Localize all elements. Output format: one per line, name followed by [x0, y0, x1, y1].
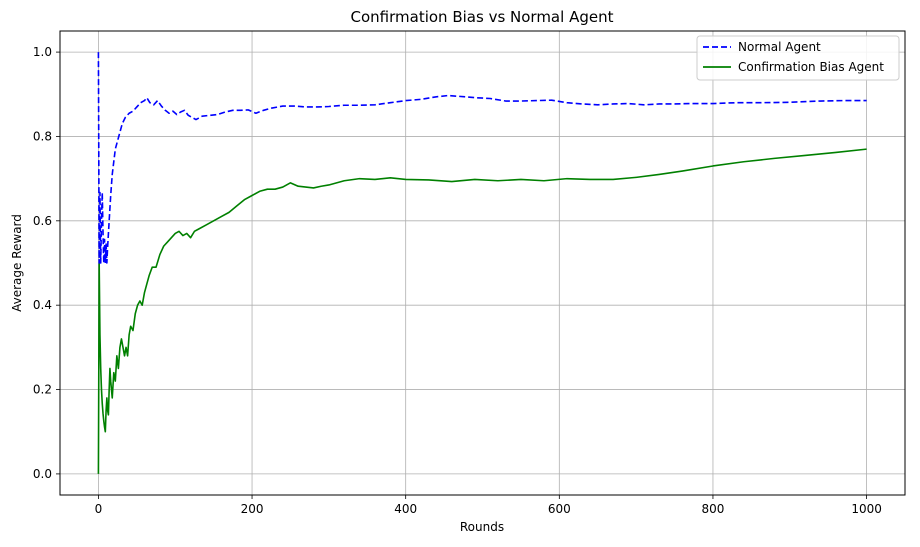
y-tick-label: 0.8: [33, 129, 52, 143]
legend: Normal Agent Confirmation Bias Agent: [696, 35, 900, 81]
chart-title: Confirmation Bias vs Normal Agent: [351, 8, 614, 26]
x-axis-ticks: 0 200 400 600 800 1000: [95, 495, 882, 516]
y-tick-label: 1.0: [33, 45, 52, 59]
x-tick-label: 600: [548, 502, 571, 516]
x-tick-label: 200: [241, 502, 264, 516]
y-tick-label: 0.4: [33, 298, 52, 312]
y-axis-label: Average Reward: [10, 214, 24, 312]
series-line-normal-agent: [97, 52, 867, 264]
y-axis-ticks: 0.0 0.2 0.4 0.6 0.8 1.0: [33, 45, 60, 481]
x-tick-label: 1000: [851, 502, 882, 516]
x-tick-label: 400: [394, 502, 417, 516]
grid-lines: [60, 31, 905, 495]
x-tick-label: 0: [95, 502, 103, 516]
legend-box: [696, 35, 900, 81]
y-tick-label: 0.6: [33, 214, 52, 228]
series-layer: [97, 52, 867, 474]
legend-label-normal-agent: Normal Agent: [738, 40, 821, 54]
plot-frame: [59, 30, 906, 496]
x-axis-label: Rounds: [460, 520, 504, 534]
series-line-confirmation-bias-agent: [97, 148, 867, 474]
legend-label-confirmation-bias-agent: Confirmation Bias Agent: [738, 60, 884, 74]
y-tick-label: 0.2: [33, 383, 52, 397]
y-tick-label: 0.0: [33, 467, 52, 481]
x-tick-label: 800: [702, 502, 725, 516]
